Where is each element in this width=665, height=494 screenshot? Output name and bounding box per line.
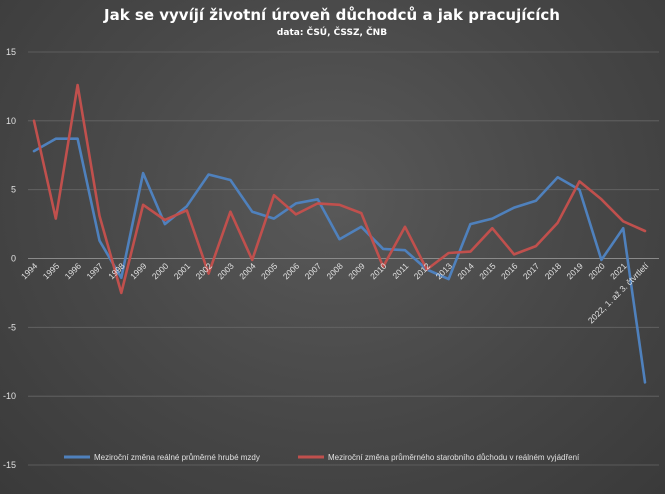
x-tick-label: 1994 (19, 261, 40, 282)
x-tick-label: 1996 (63, 261, 84, 282)
x-tick-label: 2000 (150, 261, 171, 282)
x-tick-label: 2015 (477, 261, 498, 282)
x-tick-label: 2016 (499, 261, 520, 282)
x-tick-label: 2020 (586, 261, 607, 282)
series-line-wage (32, 137, 647, 384)
x-tick-label: 2005 (259, 261, 280, 282)
x-tick-label: 2004 (237, 261, 258, 282)
x-tick-label: 2007 (303, 261, 324, 282)
y-tick-label: 5 (11, 185, 16, 195)
series-lines (32, 83, 647, 384)
y-tick-label: -10 (3, 391, 16, 401)
y-axis-ticks: 15 10 5 0 -5 -10 -15 (3, 47, 16, 470)
chart-subtitle: data: ČSÚ, ČSSZ, ČNB (277, 26, 387, 38)
y-tick-label: -15 (3, 460, 16, 470)
x-tick-label: 2006 (281, 261, 302, 282)
series-line-pension (32, 83, 647, 295)
x-tick-label: 2008 (324, 261, 345, 282)
x-tick-label: 1997 (84, 261, 105, 282)
y-tick-label: -5 (8, 322, 16, 332)
x-tick-label: 2017 (521, 261, 542, 282)
legend: Meziroční změna reálné průměrné hrubé mz… (64, 453, 580, 462)
x-axis-ticks: 1994 1995 1996 1997 1998 1999 2000 2001 2002 2003… (19, 260, 651, 325)
x-tick-label: 2018 (543, 261, 564, 282)
x-tick-label: 2019 (564, 261, 585, 282)
y-tick-label: 10 (6, 116, 16, 126)
gridlines (28, 51, 659, 466)
x-tick-label: 2009 (346, 261, 367, 282)
legend-label-wage: Meziroční změna reálné průměrné hrubé mz… (94, 453, 260, 462)
x-tick-label: 2011 (390, 261, 410, 281)
x-tick-label: 2003 (215, 261, 236, 282)
x-tick-label: 2014 (455, 261, 476, 282)
x-tick-label: 1999 (128, 261, 149, 282)
legend-label-pension: Meziroční změna průměrného starobního dů… (328, 453, 580, 462)
y-tick-label: 0 (11, 254, 16, 264)
x-tick-label: 1995 (41, 261, 62, 282)
x-tick-label: 2001 (172, 261, 193, 282)
chart-title: Jak se vyvíjí životní úroveň důchodců a … (103, 6, 560, 24)
y-tick-label: 15 (6, 47, 16, 57)
